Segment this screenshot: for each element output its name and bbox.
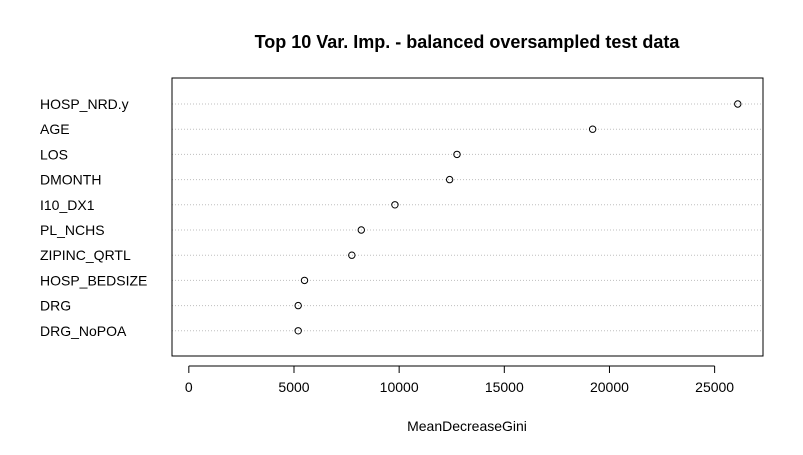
data-point [588,125,597,133]
category-label: I10_DX1 [40,197,95,213]
data-point [348,251,356,259]
x-tick-label: 15000 [485,379,524,395]
x-tick-label: 25000 [695,379,734,395]
x-tick-label: 10000 [380,379,419,395]
category-labels: HOSP_NRD.y AGE LOS DMONTH I10_DX1 PL_NCHS ZIPI… [40,96,147,339]
category-label: DRG_NoPOA [40,323,127,339]
x-tick-label: 20000 [590,379,629,395]
data-point [453,150,461,159]
data-point [357,226,365,234]
category-label: LOS [40,146,68,162]
data-point [391,201,399,209]
data-point [734,100,742,108]
data-point [300,276,309,285]
x-axis: 0 5000 10000 15000 20000 25000 [185,365,734,395]
data-point [294,327,302,335]
data-point [445,175,454,184]
x-tick-label: 0 [185,379,193,395]
category-label: HOSP_NRD.y [40,96,129,112]
data-point [294,301,302,310]
x-tick-label: 5000 [278,379,309,395]
chart-title: Top 10 Var. Imp. - balanced oversampled … [255,32,681,52]
category-label: HOSP_BEDSIZE [40,272,147,288]
category-label: DRG [40,298,71,314]
category-label: ZIPINC_QRTL [40,247,131,263]
category-label: AGE [40,121,70,137]
data-points [294,100,742,335]
category-label: PL_NCHS [40,222,105,238]
plot-frame [171,77,764,357]
category-label: DMONTH [40,172,101,188]
x-axis-label: MeanDecreaseGini [407,418,527,434]
gridlines [172,103,763,332]
